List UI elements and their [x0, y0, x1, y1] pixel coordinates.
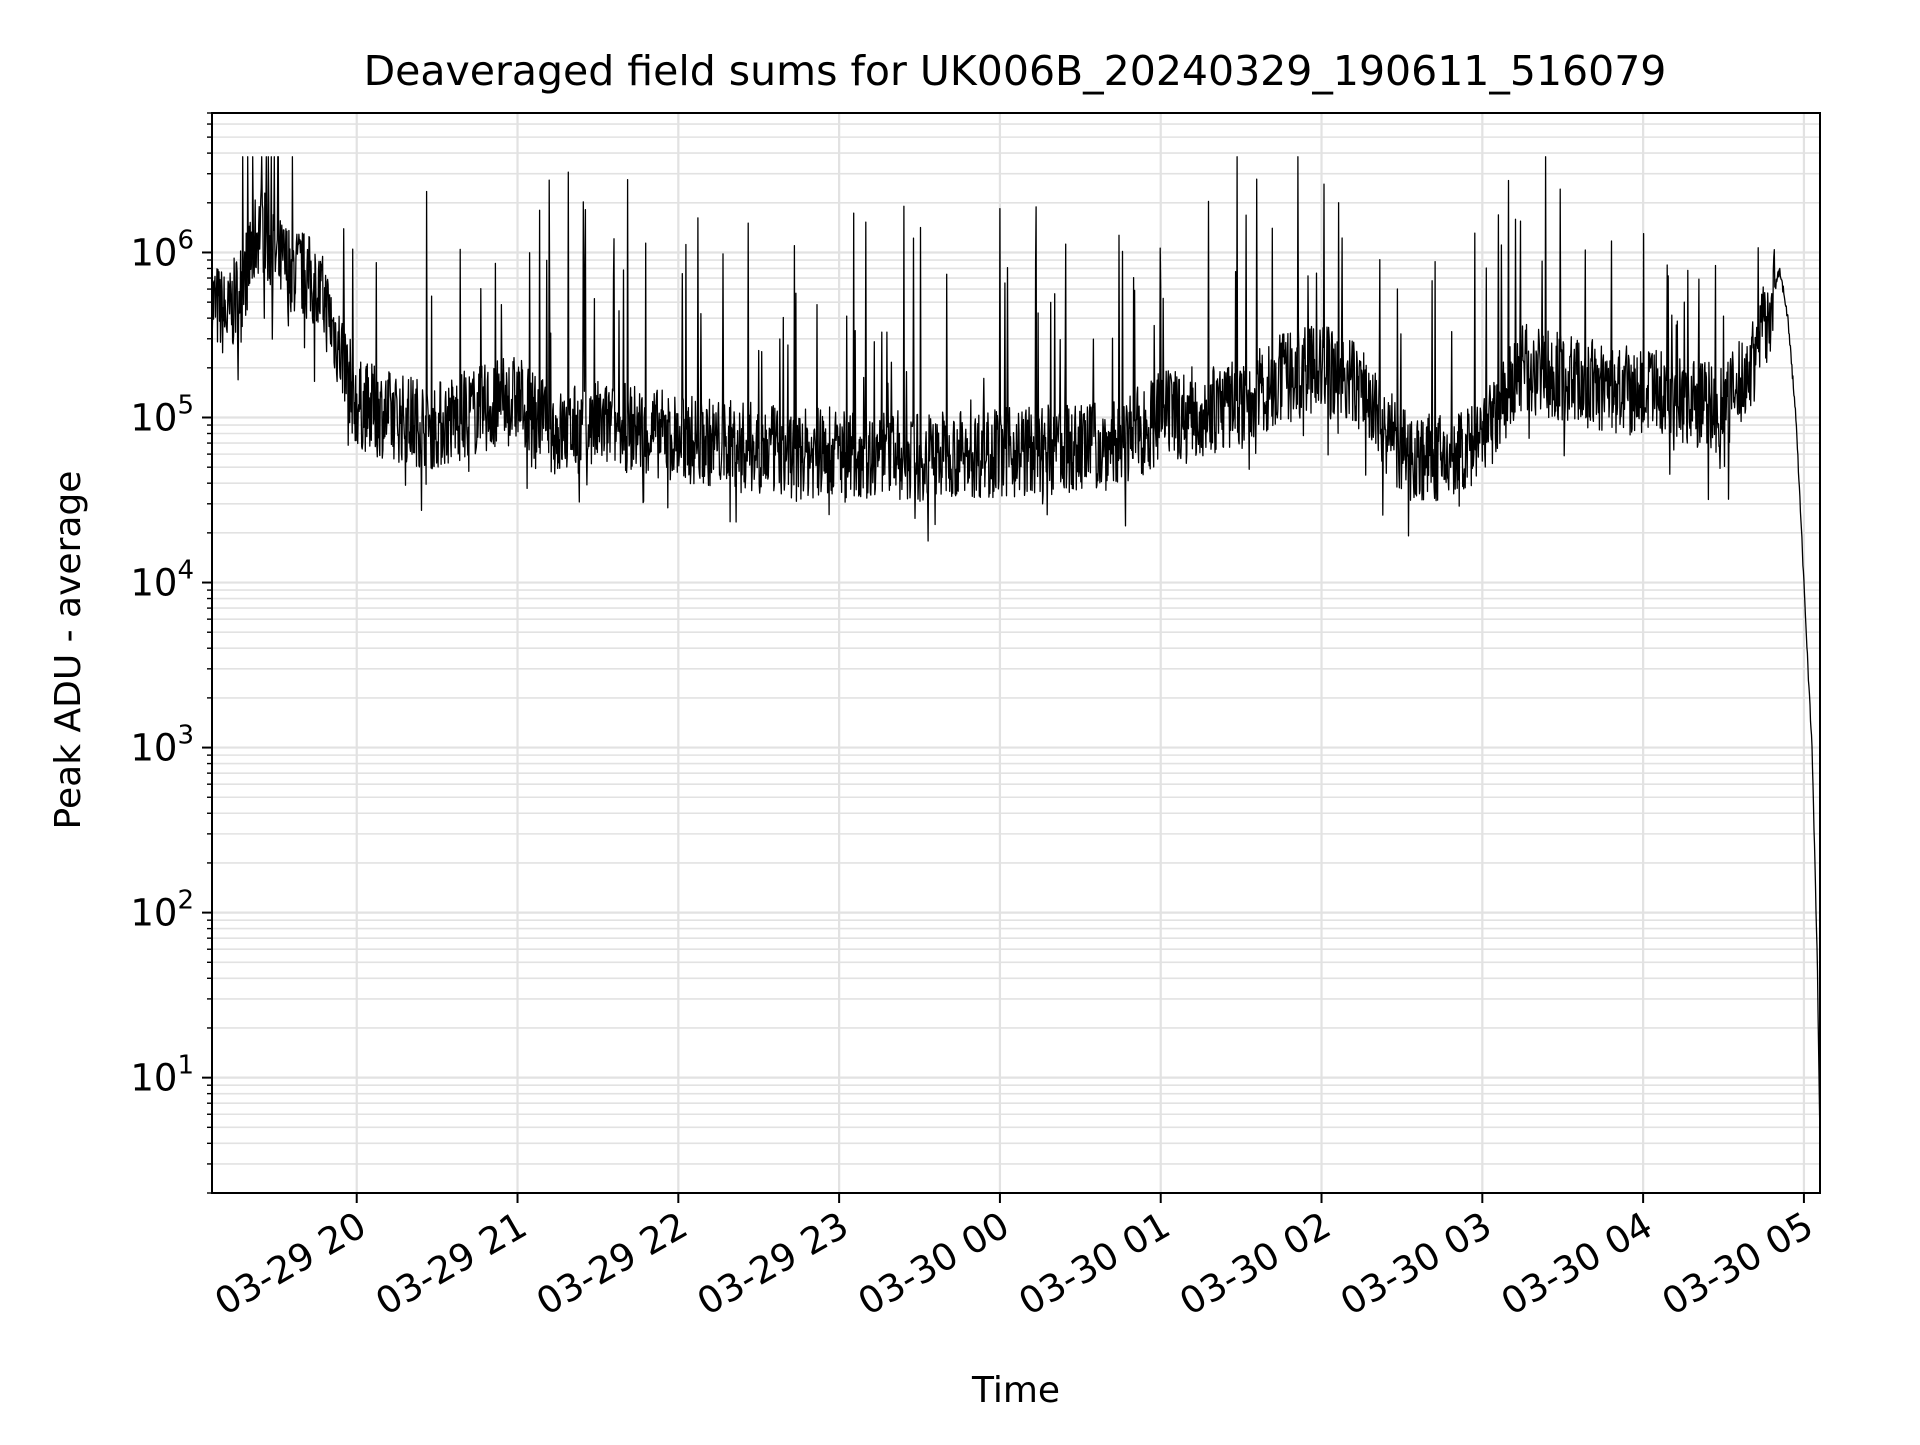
plot-area — [211, 156, 1821, 1142]
plot-frame — [211, 112, 1821, 1194]
x-tick-label: 03-29 20 — [208, 1204, 374, 1324]
y-tick-label: 102 — [130, 886, 194, 935]
x-tick-label: 03-30 02 — [1172, 1204, 1338, 1324]
x-tick-label: 03-30 00 — [851, 1204, 1017, 1324]
y-tick-label: 106 — [130, 225, 194, 274]
x-axis-label: Time — [971, 1370, 1060, 1411]
x-tick-label: 03-29 22 — [529, 1204, 695, 1324]
x-tick-label: 03-30 04 — [1494, 1204, 1660, 1324]
x-tick-label: 03-30 03 — [1333, 1204, 1499, 1324]
grid-lines — [212, 112, 1820, 1194]
y-tick-label: 104 — [130, 556, 194, 605]
y-tick-label: 101 — [130, 1051, 194, 1100]
x-tick-label: 03-30 01 — [1012, 1204, 1178, 1324]
x-tick-label: 03-29 23 — [690, 1204, 856, 1324]
x-tick-label: 03-29 21 — [368, 1204, 534, 1324]
x-tick-label: 03-30 05 — [1655, 1204, 1821, 1324]
y-tick-label: 103 — [130, 721, 194, 770]
y-tick-label: 105 — [130, 391, 194, 440]
chart-title: Deaveraged field sums for UK006B_2024032… — [364, 47, 1667, 95]
series-line — [211, 156, 1821, 1142]
y-axis-label: Peak ADU - average — [48, 471, 89, 830]
